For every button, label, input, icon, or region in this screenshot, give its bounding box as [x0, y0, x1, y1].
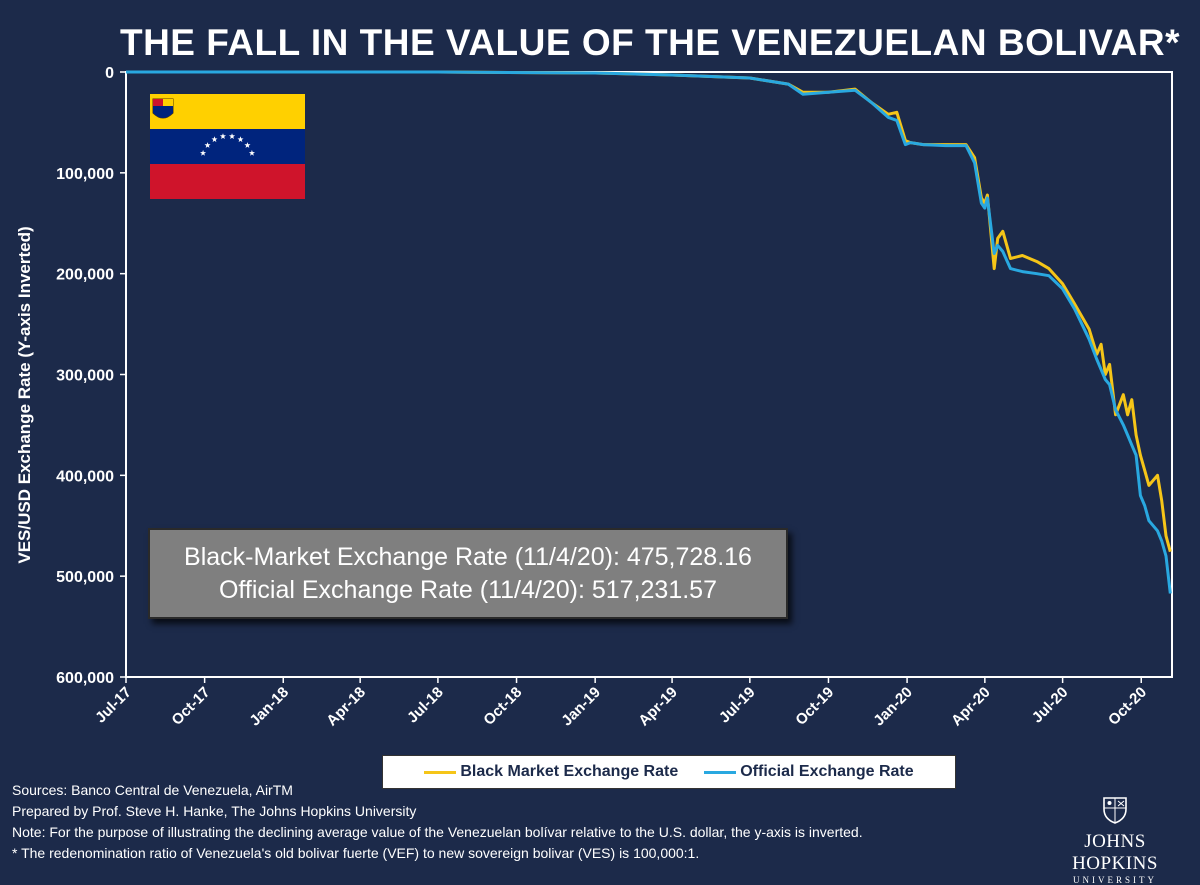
flag-star-icon — [229, 133, 236, 139]
black-market-rate-text: Black-Market Exchange Rate (11/4/20): 47… — [184, 542, 752, 571]
jhu-logo: JOHNS HOPKINS UNIVERSITY — [1040, 796, 1190, 885]
x-tick-label: Apr-19 — [635, 684, 681, 730]
source-notes: Sources: Banco Central de Venezuela, Air… — [12, 780, 863, 864]
flag-star-icon — [248, 149, 255, 156]
x-tick-label: Jul-17 — [92, 684, 135, 727]
chart-legend: Black Market Exchange Rate Official Exch… — [382, 755, 956, 789]
legend-swatch-black-market — [424, 770, 457, 774]
x-tick-label: Jan-18 — [246, 684, 292, 730]
legend-label-official: Official Exchange Rate — [740, 763, 914, 780]
x-tick-label: Oct-17 — [168, 684, 213, 729]
flag-stars — [200, 133, 255, 156]
note-sources: Sources: Banco Central de Venezuela, Air… — [12, 782, 293, 798]
flag-star-icon — [204, 142, 211, 148]
x-tick-label: Oct-18 — [480, 684, 525, 729]
x-tick-label: Apr-18 — [323, 684, 369, 730]
x-tick-label: Oct-20 — [1105, 684, 1150, 729]
x-tick-label: Jul-18 — [404, 684, 447, 727]
x-axis: Jul-17 Oct-17 Jan-18 Apr-18 Jul-18 Oct-18 Jan-… — [92, 677, 1150, 729]
legend-swatch-official — [704, 770, 737, 774]
flag-star-icon — [244, 142, 251, 148]
x-tick-label: Jan-19 — [558, 684, 604, 730]
x-tick-label: Oct-19 — [792, 684, 837, 729]
x-tick-label: Apr-20 — [948, 684, 994, 730]
flag-star-icon — [237, 136, 244, 143]
note-redenomination: * The redenomination ratio of Venezuela'… — [12, 845, 700, 861]
legend-item-black-market: Black Market Exchange Rate — [424, 763, 678, 781]
venezuela-flag-icon — [150, 94, 305, 199]
series-layer — [126, 70, 1172, 594]
y-axis-label: VES/USD Exchange Rate (Y-axis Inverted) — [15, 226, 34, 563]
y-tick-label: 100,000 — [56, 166, 114, 183]
jhu-logo-name: JOHNS HOPKINS — [1072, 831, 1158, 874]
jhu-shield-icon — [1103, 797, 1127, 824]
note-prepared-by: Prepared by Prof. Steve H. Hanke, The Jo… — [12, 803, 417, 819]
jhu-logo-sub: UNIVERSITY — [1073, 875, 1157, 885]
coat-of-arms-icon — [152, 98, 174, 119]
latest-rates-box: Black-Market Exchange Rate (11/4/20): 47… — [148, 528, 788, 619]
series-line-official-exchange-rate — [126, 70, 1172, 594]
x-tick-label: Jan-20 — [870, 684, 916, 730]
chart-title: THE FALL IN THE VALUE OF THE VENEZUELAN … — [119, 22, 1181, 63]
legend-label-black-market: Black Market Exchange Rate — [460, 763, 679, 780]
y-tick-label: 300,000 — [56, 368, 114, 385]
y-tick-label: 600,000 — [56, 670, 114, 687]
flag-star-icon — [200, 149, 207, 156]
official-rate-text: Official Exchange Rate (11/4/20): 517,23… — [218, 575, 717, 604]
y-tick-label: 400,000 — [56, 468, 114, 485]
y-tick-label: 0 — [105, 65, 114, 82]
flag-star-icon — [219, 133, 226, 139]
x-tick-label: Jul-19 — [716, 684, 759, 727]
y-axis: 0 100,000 200,000 300,000 400,000 500,000 600,… — [56, 65, 126, 687]
y-tick-label: 500,000 — [56, 569, 114, 586]
x-tick-label: Jul-20 — [1029, 684, 1072, 727]
note-inverted-axis: Note: For the purpose of illustrating th… — [12, 824, 863, 840]
y-tick-label: 200,000 — [56, 267, 114, 284]
flag-star-icon — [211, 136, 218, 143]
chart-plot: 0 100,000 200,000 300,000 400,000 500,000 600,… — [15, 65, 1173, 729]
legend-item-official: Official Exchange Rate — [704, 763, 914, 781]
